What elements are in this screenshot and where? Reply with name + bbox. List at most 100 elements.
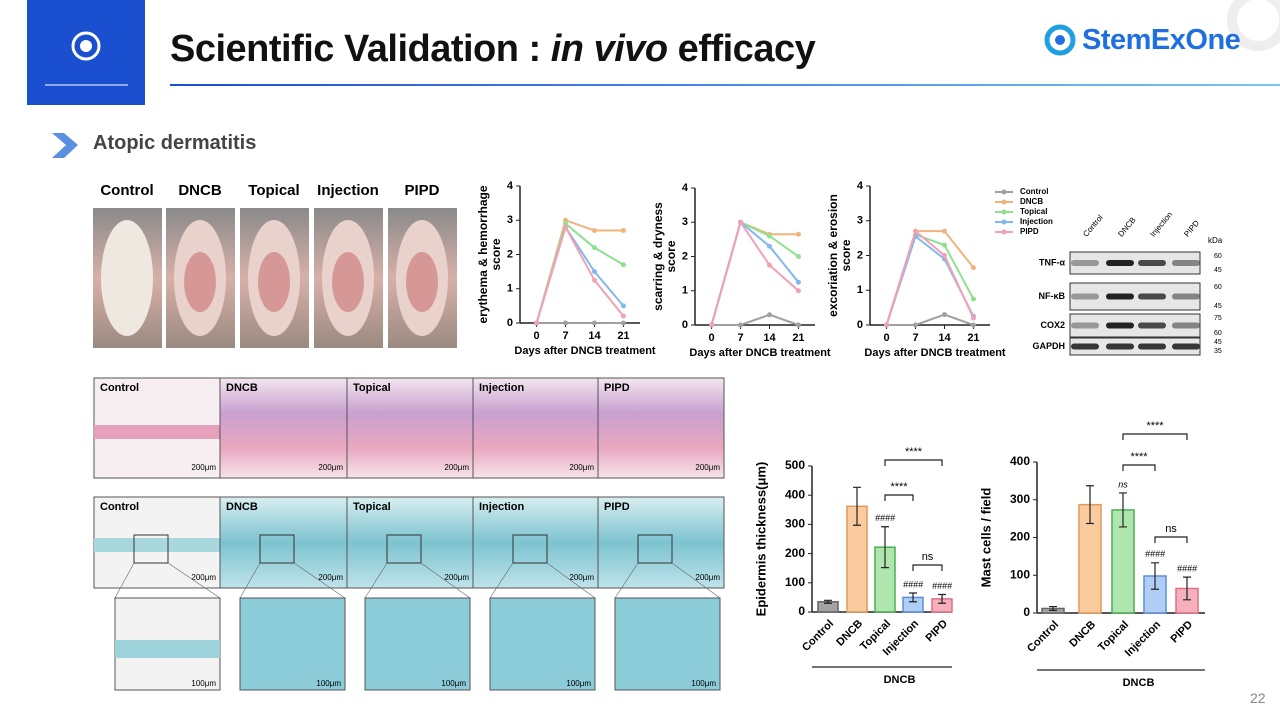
histology-label: PIPD [604,382,630,394]
series-point [884,322,890,328]
zoom-line [167,562,221,599]
photo-label: DNCB [178,182,221,199]
y-axis-label: excoriation & erosion [826,194,840,317]
series-point [913,228,919,234]
y-tick-label: 0 [798,604,805,618]
error-bar [853,486,861,526]
y-axis-label: scarring & dryness [651,202,665,311]
series-point [563,320,569,326]
scale-label: 100μm [441,679,466,688]
x-tick-label: 7 [912,332,918,344]
zoom-box [259,534,295,564]
series-line [535,224,625,324]
blot-band [1172,343,1200,350]
blot-lane: PIPD [1182,218,1201,238]
series-point [563,224,569,230]
blot-band [1172,322,1200,329]
histology-label: Topical [353,382,391,394]
series-point [620,320,626,326]
y-axis-label: erythema & hemorrhage [476,185,490,323]
photo-label: Topical [248,182,299,199]
x-axis-label: Days after DNCB treatment [689,347,831,359]
y-axis-label: score [839,239,853,271]
blot-marker: 75 [1214,315,1222,322]
series-point [795,279,801,285]
x-tick-label: DNCB [1067,619,1098,650]
he-section [597,377,725,479]
lesion [406,252,438,312]
comparison-label: **** [1146,420,1164,432]
scale-label: 100μm [191,679,216,688]
series-point [941,312,947,318]
y-tick-label: 2 [857,249,863,261]
histology-label: Control [100,382,139,394]
ab-section [346,496,474,589]
zoom-panel [489,597,596,691]
series-point [591,245,597,251]
lesion [258,252,290,312]
comparison-label: **** [905,446,923,458]
zoom-panel [364,597,471,691]
page-number: 22 [1250,690,1266,706]
scale-label: 200μm [318,573,343,582]
blot-marker: 60 [1214,330,1222,337]
blot-lane: Control [1081,213,1105,239]
series-point [534,320,540,326]
logo-icon [1044,24,1076,56]
blot-band [1106,322,1134,329]
logo-icon-dot [1055,35,1065,45]
blot-marker: 35 [1214,348,1222,355]
section-chevron [52,133,78,158]
blot-marker: 45 [1214,303,1222,310]
y-tick-label: 1 [682,285,688,297]
photo-label: PIPD [404,182,439,199]
zoom-line [614,562,639,599]
zoom-box [512,534,548,564]
scale-label: 200μm [695,573,720,582]
scale-label: 100μm [566,679,591,688]
series-point [941,253,947,258]
blot-band [1172,293,1200,300]
zoom-epidermis [115,640,220,658]
he-section [346,377,474,479]
series-point [620,303,626,309]
scale-label: 200μm [444,573,469,582]
blot-band [1138,293,1166,300]
zoom-line [546,562,596,599]
blot-band [1071,343,1099,350]
comparison-label: **** [890,481,908,493]
error-bar [1086,485,1094,525]
group-label: DNCB [1123,677,1155,689]
lesion [184,252,216,312]
x-tick-label: 21 [792,332,804,344]
series-point [620,313,626,319]
zoom-line [239,562,261,599]
blot-band [1071,293,1099,300]
blot-band [1138,322,1166,329]
sig-label: #### [903,579,924,589]
y-tick-label: 0 [1023,605,1030,619]
zoom-box [386,534,422,564]
series-line [710,220,800,326]
blot-band [1106,260,1134,266]
scale-label: 200μm [191,463,216,472]
blot-row-label: NF-κB [1038,291,1065,301]
blot-band [1172,260,1200,266]
blot-band [1106,343,1134,350]
error-bar [881,526,889,569]
y-axis-label: score [489,238,503,270]
legend-marker [1001,199,1007,205]
scale-label: 200μm [569,573,594,582]
mouse-body [101,220,153,336]
scale-label: 100μm [691,679,716,688]
x-tick-label: 7 [737,332,743,344]
y-tick-label: 400 [785,487,805,501]
series-point [620,262,626,268]
y-tick-label: 3 [857,215,863,227]
y-tick-label: 4 [682,182,689,194]
comparison-label: ns [922,551,934,563]
ab-section [472,496,599,589]
series-line [885,229,975,326]
header-icon-dot [80,40,92,52]
